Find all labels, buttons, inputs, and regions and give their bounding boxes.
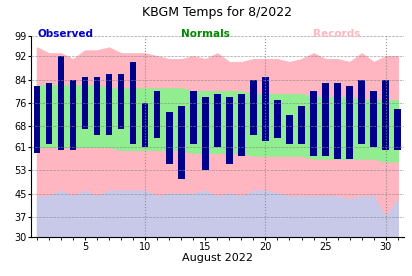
Title: KBGM Temps for 8/2022: KBGM Temps for 8/2022 [142,6,293,19]
Bar [166,112,173,164]
Bar [286,115,293,144]
Bar [190,91,197,144]
Bar [58,56,64,150]
Bar [310,91,317,156]
Text: Records: Records [313,29,360,39]
Bar [34,86,40,153]
Text: Observed: Observed [37,29,93,39]
Bar [70,80,76,150]
Bar [82,77,88,129]
Bar [106,74,112,135]
Bar [262,77,269,141]
Bar [358,80,365,144]
Bar [298,106,305,144]
Bar [250,80,257,135]
Bar [382,80,389,150]
Bar [202,97,208,170]
Bar [142,103,148,147]
Bar [334,83,341,158]
Bar [94,77,101,135]
Bar [226,97,233,164]
Bar [118,74,124,129]
Bar [238,94,245,156]
Bar [274,100,281,138]
Bar [178,106,185,179]
Bar [322,83,329,156]
Bar [346,86,353,158]
Bar [46,83,52,144]
X-axis label: August 2022: August 2022 [182,253,253,263]
Bar [394,109,401,150]
Bar [130,62,136,144]
Text: Normals: Normals [181,29,230,39]
Bar [154,91,161,138]
Bar [214,94,221,147]
Bar [370,91,377,147]
